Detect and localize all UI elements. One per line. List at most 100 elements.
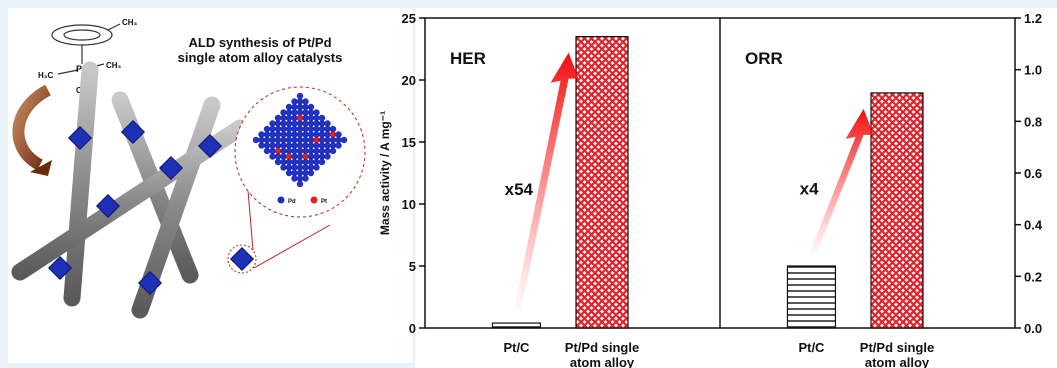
atom	[291, 98, 298, 105]
atom	[307, 103, 315, 111]
cluster	[120, 119, 146, 145]
atom	[296, 142, 304, 149]
atom	[280, 114, 287, 122]
atom	[296, 92, 304, 100]
atom	[313, 153, 320, 160]
atom	[318, 114, 326, 122]
chart-bg	[415, 8, 1057, 368]
atom	[302, 114, 309, 122]
y-tick-label: 0	[409, 321, 416, 336]
y-tick-label: 1.0	[1024, 63, 1042, 78]
atom	[318, 136, 326, 144]
x-tick-label: Pt/Pd single atom alloy	[860, 340, 934, 368]
atom	[329, 142, 337, 149]
atom	[302, 158, 309, 166]
atom	[296, 153, 304, 160]
atom	[335, 142, 342, 149]
atom	[307, 142, 315, 149]
atom	[291, 164, 298, 171]
atom	[285, 120, 293, 127]
atom	[285, 153, 293, 160]
cluster	[137, 270, 163, 296]
atom	[318, 125, 326, 133]
panel-title: ORR	[745, 49, 783, 68]
atom	[291, 125, 298, 133]
cluster	[158, 155, 184, 181]
atom	[340, 136, 348, 144]
atom	[296, 164, 304, 171]
illustration-title: ALD synthesis of Pt/Pd single atom alloy …	[178, 35, 343, 65]
y-tick-label: 25	[402, 11, 416, 26]
bar	[870, 92, 924, 329]
atom	[263, 142, 271, 149]
atom	[296, 180, 304, 188]
atom	[274, 131, 282, 138]
atom	[302, 98, 309, 105]
atom	[296, 103, 304, 111]
atom	[280, 153, 287, 160]
atom	[302, 175, 309, 182]
atom	[263, 147, 271, 155]
atom	[263, 136, 271, 144]
atom	[274, 153, 282, 160]
legend-dot-pd	[277, 196, 285, 204]
atom	[280, 120, 287, 127]
atom	[274, 158, 282, 166]
atom	[324, 136, 331, 144]
atom	[329, 136, 337, 144]
atom	[285, 147, 293, 155]
atom	[296, 169, 304, 177]
atom	[291, 136, 298, 144]
y-tick-label: 20	[402, 73, 416, 88]
atom	[313, 136, 320, 144]
atom	[313, 147, 320, 155]
atom	[307, 131, 315, 138]
atom	[274, 147, 282, 155]
atom	[296, 136, 304, 144]
ring-inner	[63, 29, 101, 41]
atom	[313, 120, 320, 127]
atom	[285, 131, 293, 138]
atom	[313, 114, 320, 122]
atom	[302, 109, 309, 116]
atom	[269, 136, 276, 144]
atom	[280, 164, 287, 171]
cluster	[229, 246, 255, 272]
x-tick-label: Pt/C	[503, 340, 530, 355]
atom	[302, 169, 309, 177]
zoom-line	[253, 224, 331, 269]
atom	[329, 131, 337, 138]
alloy-cluster	[252, 92, 348, 188]
atom	[280, 136, 287, 144]
y-tick-label: 0.0	[1024, 321, 1042, 336]
atom	[296, 125, 304, 133]
atom	[329, 147, 337, 155]
atom	[274, 114, 282, 122]
atom	[285, 164, 293, 171]
atom	[269, 120, 276, 127]
atom	[324, 153, 331, 160]
atom	[296, 131, 304, 138]
atom	[291, 131, 298, 138]
atom	[269, 142, 276, 149]
x-tick-label: Pt/Pd single atom alloy	[565, 340, 639, 368]
atom	[329, 125, 337, 133]
atom	[302, 120, 309, 127]
atom	[285, 125, 293, 133]
legend-dot-pt	[310, 196, 318, 204]
bar	[786, 265, 837, 329]
atom	[296, 120, 304, 127]
atom	[313, 164, 320, 171]
atom	[285, 109, 293, 116]
curved-arrow	[12, 84, 52, 171]
atom	[269, 131, 276, 138]
atom	[296, 98, 304, 105]
atom	[313, 158, 320, 166]
y-tick-label: 0.4	[1024, 218, 1043, 233]
atom	[307, 147, 315, 155]
y-tick-label: 0.6	[1024, 166, 1042, 181]
atom	[302, 142, 309, 149]
growth-arrow	[808, 108, 874, 257]
x-tick-label: Pt/C	[798, 340, 825, 355]
atom	[274, 120, 282, 127]
